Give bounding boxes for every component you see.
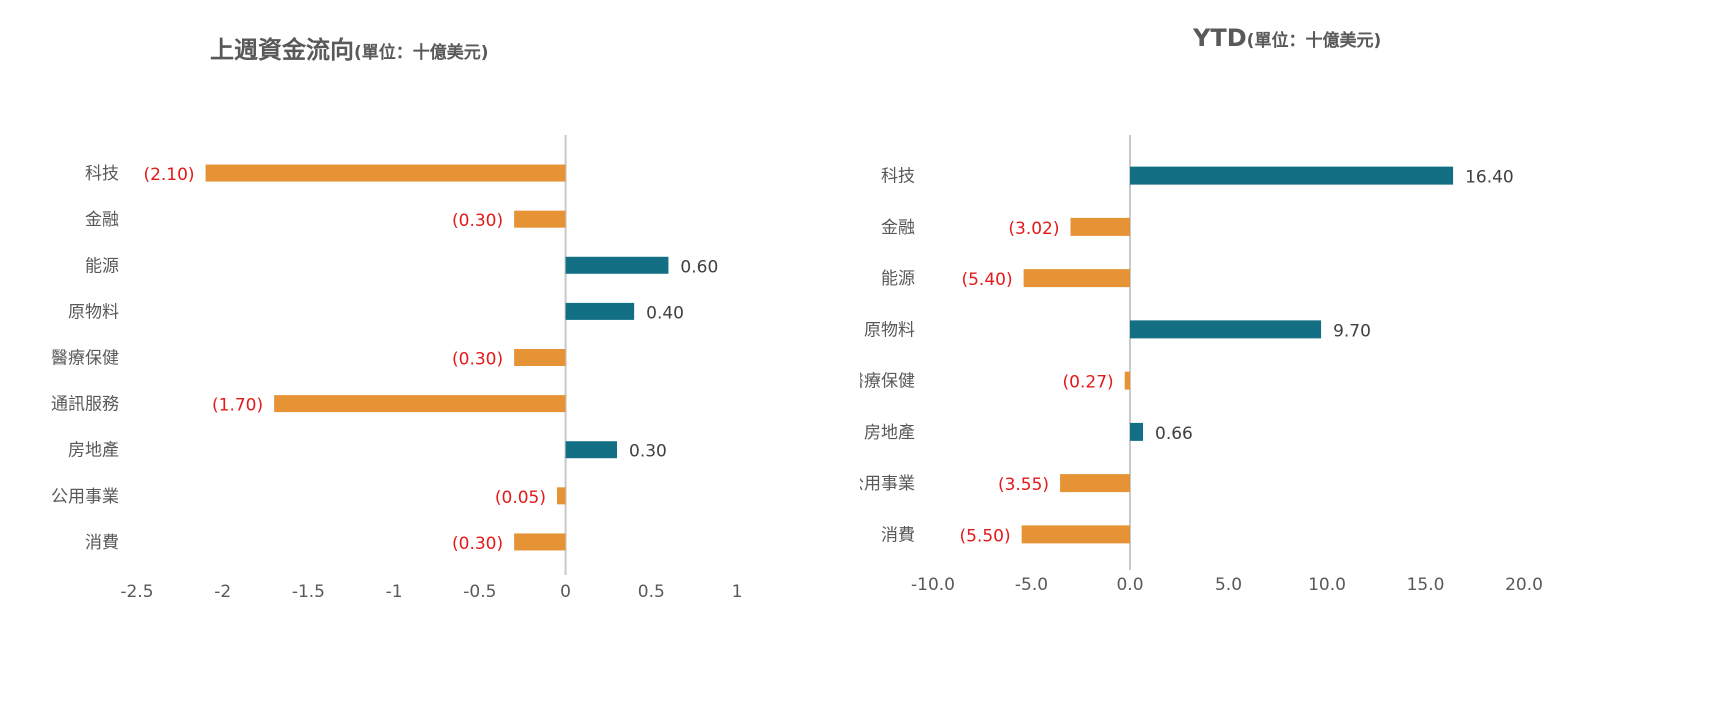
value-label: (0.30) — [452, 534, 503, 554]
bar — [514, 210, 566, 228]
x-tick-label: -1 — [386, 582, 403, 602]
ytd-flow-chart: YTD(單位：十億美元) 科技 16.40 金融 (3.02) 能源 (5.40) 原物料 9… — [860, 0, 1724, 714]
value-label: 0.30 — [629, 442, 667, 462]
weekly-flow-chart: 上週資金流向(單位：十億美元) 科技 (2.10) 金融 (0.30) 能源 0.60 原物… — [0, 0, 860, 714]
category-label: 醫療保健 — [51, 349, 119, 369]
value-label: (3.55) — [998, 475, 1049, 495]
bar — [1070, 217, 1130, 236]
bar — [514, 349, 566, 366]
category-label: 公用事業 — [51, 487, 119, 507]
chart-title-unit: (單位：十億美元) — [354, 43, 489, 63]
x-tick-label: 20.0 — [1505, 575, 1543, 595]
value-label: 0.40 — [646, 303, 684, 323]
x-tick-label: 10.0 — [1308, 575, 1346, 595]
bar — [1124, 371, 1130, 390]
x-tick-label: 1 — [732, 582, 743, 602]
category-label: 房地產 — [864, 423, 915, 443]
value-label: (3.02) — [1008, 219, 1059, 239]
x-tick-label: 5.0 — [1215, 575, 1242, 595]
value-label: (0.27) — [1063, 373, 1114, 393]
category-label: 科技 — [85, 164, 119, 184]
value-label: (5.40) — [961, 270, 1012, 290]
bar — [274, 395, 566, 413]
value-label: (2.10) — [143, 165, 194, 185]
bar — [1130, 422, 1144, 441]
x-tick-label: 0.0 — [1116, 575, 1143, 595]
bar — [1021, 525, 1130, 544]
bar — [565, 256, 669, 274]
x-tick-label: -10.0 — [911, 575, 955, 595]
category-label: 原物料 — [68, 302, 119, 322]
value-label: 16.40 — [1465, 168, 1514, 188]
x-tick-label: -1.5 — [292, 582, 325, 602]
bar — [565, 441, 617, 459]
category-label: 科技 — [881, 167, 915, 187]
x-tick-label: -2 — [214, 582, 231, 602]
x-tick-label: -5.0 — [1015, 575, 1048, 595]
chart-title: YTD(單位：十億美元) — [1193, 24, 1381, 52]
bar — [565, 302, 635, 320]
value-label: (0.05) — [495, 488, 546, 508]
chart-title: 上週資金流向(單位：十億美元) — [210, 30, 489, 65]
x-tick-label: 15.0 — [1407, 575, 1445, 595]
chart-title-main: YTD — [1193, 24, 1247, 52]
value-label: (5.50) — [960, 526, 1011, 546]
chart-title-main: 上週資金流向 — [210, 36, 354, 64]
bar — [1130, 320, 1322, 339]
category-label: 能源 — [881, 269, 915, 289]
bar — [1023, 269, 1130, 288]
value-label: (1.70) — [212, 396, 263, 416]
chart-title-unit: (單位：十億美元) — [1246, 31, 1382, 51]
category-label: 能源 — [85, 256, 119, 276]
category-label: 房地產 — [68, 441, 119, 461]
x-tick-label: 0.5 — [638, 582, 665, 602]
bar — [514, 533, 566, 551]
value-label: (0.30) — [452, 350, 503, 370]
weekly-flow-plot: 科技 (2.10) 金融 (0.30) 能源 0.60 原物料 0.40 醫療保健 (0.30) 通… — [51, 135, 743, 602]
value-label: 0.60 — [680, 257, 718, 277]
value-label: 9.70 — [1333, 321, 1371, 341]
category-label: 醫療保健 — [860, 372, 915, 392]
category-label: 公用事業 — [860, 474, 915, 494]
value-label: (0.30) — [452, 211, 503, 231]
category-label: 金融 — [881, 218, 915, 238]
bar — [1130, 166, 1454, 185]
category-label: 通訊服務 — [51, 395, 119, 415]
value-label: 0.66 — [1155, 424, 1193, 444]
bar — [205, 164, 566, 182]
bar — [557, 487, 566, 505]
ytd-flow-plot: 科技 16.40 金融 (3.02) 能源 (5.40) 原物料 9.70 醫療保健 (0.27)… — [860, 135, 1543, 595]
bar — [1060, 474, 1130, 493]
x-tick-label: -2.5 — [120, 582, 153, 602]
category-label: 原物料 — [864, 320, 915, 340]
category-label: 消費 — [881, 525, 915, 545]
category-label: 金融 — [85, 210, 119, 230]
category-label: 消費 — [85, 533, 119, 553]
x-tick-label: -0.5 — [463, 582, 496, 602]
x-tick-label: 0 — [560, 582, 571, 602]
